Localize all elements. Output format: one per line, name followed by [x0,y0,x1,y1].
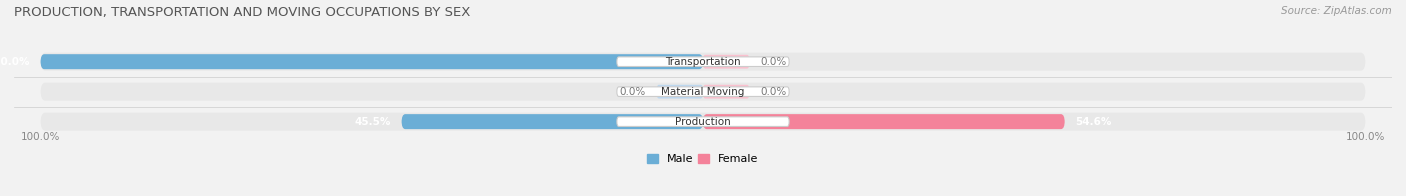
Text: 100.0%: 100.0% [21,132,60,142]
FancyBboxPatch shape [703,114,1064,129]
Legend: Male, Female: Male, Female [647,154,759,164]
Text: 0.0%: 0.0% [761,87,786,97]
Text: 45.5%: 45.5% [354,117,391,127]
Text: Production: Production [675,117,731,127]
FancyBboxPatch shape [703,55,749,69]
FancyBboxPatch shape [657,85,703,99]
Text: 100.0%: 100.0% [0,57,30,67]
FancyBboxPatch shape [617,87,789,96]
FancyBboxPatch shape [703,85,749,99]
FancyBboxPatch shape [41,83,1365,101]
Text: Source: ZipAtlas.com: Source: ZipAtlas.com [1281,6,1392,16]
Text: PRODUCTION, TRANSPORTATION AND MOVING OCCUPATIONS BY SEX: PRODUCTION, TRANSPORTATION AND MOVING OC… [14,6,471,19]
Text: 0.0%: 0.0% [761,57,786,67]
FancyBboxPatch shape [41,53,1365,71]
Text: 54.6%: 54.6% [1076,117,1112,127]
FancyBboxPatch shape [617,117,789,126]
Text: 0.0%: 0.0% [620,87,645,97]
Text: Material Moving: Material Moving [661,87,745,97]
FancyBboxPatch shape [402,114,703,129]
Text: 100.0%: 100.0% [1346,132,1385,142]
FancyBboxPatch shape [41,113,1365,131]
FancyBboxPatch shape [617,57,789,66]
FancyBboxPatch shape [41,54,703,69]
Text: Transportation: Transportation [665,57,741,67]
